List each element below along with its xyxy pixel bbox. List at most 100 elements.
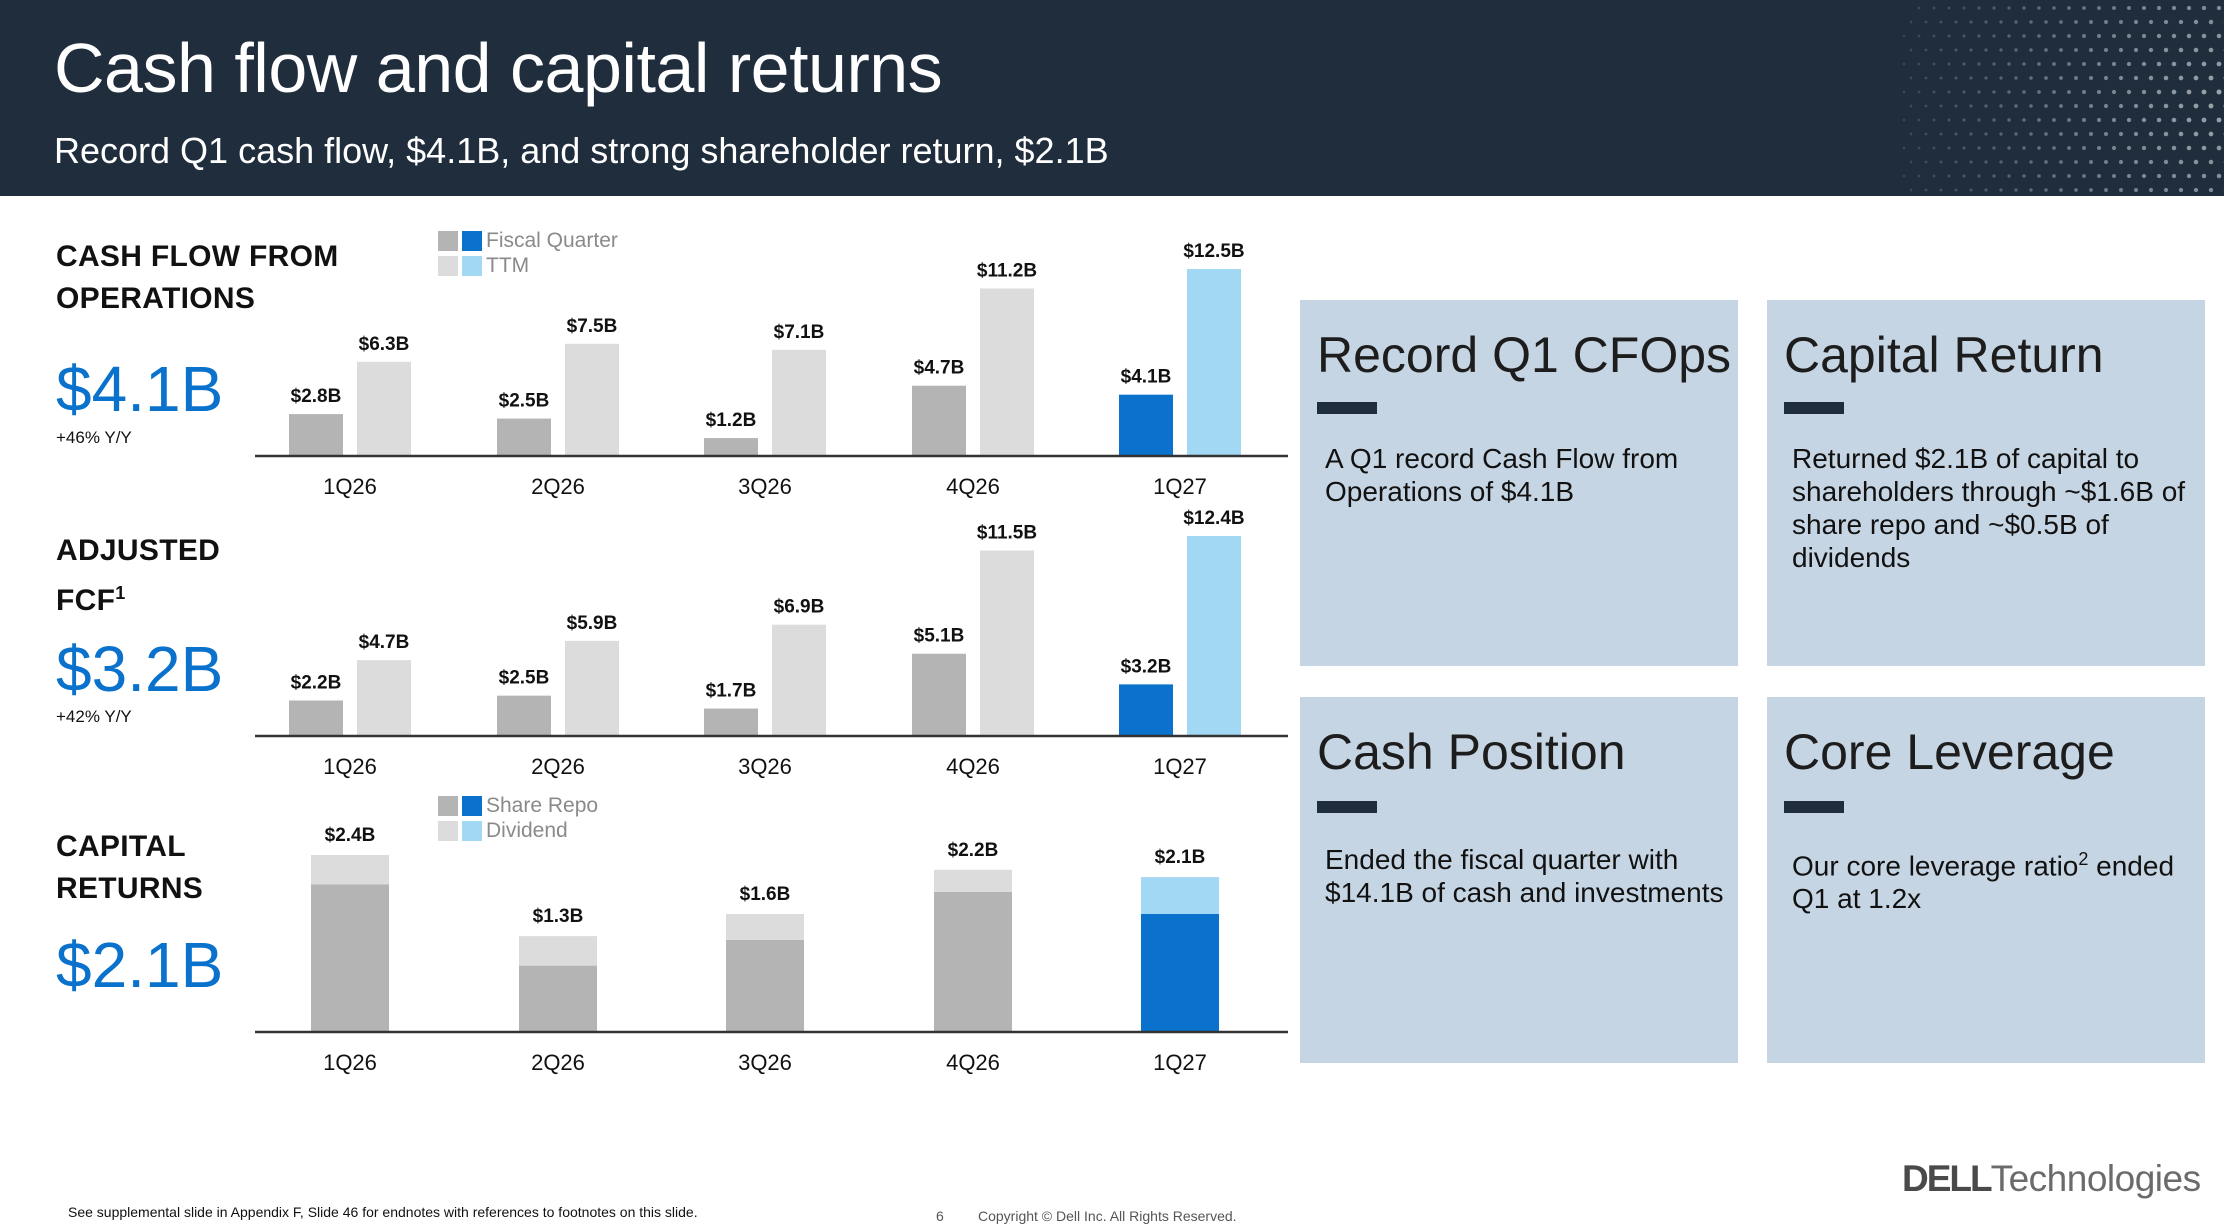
- decorative-dot: [1947, 146, 1951, 150]
- decorative-dot: [2208, 47, 2214, 53]
- decorative-dot: [2171, 145, 2177, 151]
- card-record-q1-cfops: Record Q1 CFOps A Q1 record Cash Flow fr…: [1300, 300, 1738, 666]
- decorative-dot: [2044, 160, 2048, 164]
- data-label-fiscal-quarter: $4.7B: [914, 358, 965, 379]
- decorative-dot: [2216, 33, 2222, 39]
- decorative-dot: [2141, 33, 2147, 39]
- decorative-dot: [1992, 146, 1996, 150]
- decorative-dot: [2186, 173, 2192, 179]
- bar-fiscal-quarter: [1119, 394, 1173, 456]
- decorative-dot: [2096, 89, 2102, 95]
- decorative-dot: [2201, 89, 2207, 95]
- decorative-dot: [1984, 104, 1988, 108]
- decorative-dot: [1939, 132, 1943, 136]
- cfo-label-line1: CASH FLOW FROM: [56, 240, 339, 273]
- decorative-dot: [2171, 5, 2177, 11]
- capret-value: $2.1B: [56, 929, 224, 1001]
- card-body-tail: ended Q1 at 1.2x: [1792, 850, 2175, 915]
- data-label-fiscal-quarter: $2.5B: [499, 668, 550, 689]
- decorative-dot: [2163, 131, 2169, 137]
- card-footnote-marker: 2: [2078, 849, 2089, 869]
- decorative-dot: [2007, 34, 2011, 38]
- decorative-dot: [1947, 90, 1951, 94]
- card-body: Ended the fiscal quarter with $14.1B of …: [1325, 844, 1724, 908]
- decorative-dot: [2044, 132, 2048, 136]
- decorative-dot: [1954, 188, 1958, 192]
- header-bar: Cash flow and capital returns Record Q1 …: [0, 0, 2224, 196]
- decorative-dot: [2171, 33, 2177, 39]
- decorative-dot: [2133, 187, 2139, 193]
- decorative-dot: [1909, 76, 1913, 80]
- page-title: Cash flow and capital returns: [54, 29, 943, 107]
- card-accent-bar: [1317, 801, 1377, 813]
- decorative-dot: [1909, 132, 1913, 136]
- decorative-dot: [2156, 117, 2162, 123]
- capret-label: CAPITAL RETURNS: [56, 826, 203, 910]
- decorative-dot: [1924, 160, 1928, 164]
- data-label-fiscal-quarter: $4.1B: [1121, 367, 1172, 388]
- decorative-dot: [2067, 118, 2071, 122]
- category-label: 3Q26: [738, 474, 792, 499]
- card-accent-bar: [1317, 402, 1377, 414]
- decorative-dot: [1984, 76, 1988, 80]
- decorative-dot: [2156, 89, 2162, 95]
- decorative-dot: [2186, 33, 2192, 39]
- category-label: 2Q26: [531, 754, 585, 779]
- decorative-dot: [1992, 62, 1996, 66]
- decorative-dot: [2186, 145, 2192, 151]
- data-label-ttm: $12.4B: [1183, 508, 1244, 529]
- decorative-dot: [2193, 159, 2199, 165]
- decorative-dot: [1992, 34, 1996, 38]
- decorative-dot: [1977, 62, 1981, 66]
- decorative-dot: [2096, 61, 2102, 67]
- decorative-dot: [2059, 20, 2063, 24]
- fcf-value: $3.2B: [56, 633, 224, 705]
- decorative-dot: [1977, 34, 1981, 38]
- data-label-total: $2.2B: [948, 840, 999, 861]
- decorative-dot: [2097, 6, 2101, 10]
- decorative-dot: [2074, 160, 2078, 164]
- copyright: Copyright © Dell Inc. All Rights Reserve…: [978, 1208, 1237, 1224]
- decorative-dot: [2111, 33, 2117, 39]
- capret-label-line2: RETURNS: [56, 872, 204, 905]
- decorative-dot: [2074, 20, 2078, 24]
- decorative-dot: [1969, 76, 1973, 80]
- decorative-dot: [2044, 104, 2048, 108]
- decorative-dot: [2163, 75, 2169, 81]
- decorative-dot: [2097, 34, 2101, 38]
- decorative-dot: [2014, 76, 2018, 80]
- data-label-fiscal-quarter: $1.7B: [706, 681, 757, 702]
- decorative-dot: [2097, 174, 2101, 178]
- decorative-dot: [1909, 160, 1913, 164]
- decorative-dot: [2037, 34, 2041, 38]
- decorative-dot: [1924, 48, 1928, 52]
- decorative-dot: [2067, 34, 2071, 38]
- decorative-dot: [2022, 34, 2026, 38]
- decorative-dot: [1962, 62, 1966, 66]
- decorative-dot: [2171, 173, 2177, 179]
- decorative-dot: [2193, 47, 2199, 53]
- decorative-dot: [1902, 34, 1906, 38]
- category-label: 3Q26: [738, 754, 792, 779]
- decorative-dot: [2208, 19, 2214, 25]
- data-label-ttm: $6.9B: [774, 597, 825, 618]
- bar-fiscal-quarter: [704, 438, 758, 456]
- decorative-dot: [2208, 103, 2214, 109]
- decorative-dot: [2052, 34, 2056, 38]
- decorative-dot: [2148, 103, 2154, 109]
- decorative-dot: [2156, 33, 2162, 39]
- decorative-dot: [1917, 6, 1921, 10]
- bar-dividend: [519, 936, 597, 966]
- logo-technologies: Technologies: [1990, 1158, 2201, 1199]
- legend-swatch-lightblue: [462, 820, 482, 841]
- decorative-dot: [2178, 159, 2184, 165]
- bar-fiscal-quarter: [289, 700, 343, 736]
- decorative-dot: [2029, 20, 2033, 24]
- decorative-dot: [2208, 75, 2214, 81]
- decorative-dot: [1992, 90, 1996, 94]
- decorative-dot: [2148, 47, 2154, 53]
- decorative-dot: [1977, 118, 1981, 122]
- decorative-dot: [1962, 118, 1966, 122]
- bar-ttm: [1187, 269, 1241, 456]
- card-title: Cash Position: [1317, 724, 1626, 780]
